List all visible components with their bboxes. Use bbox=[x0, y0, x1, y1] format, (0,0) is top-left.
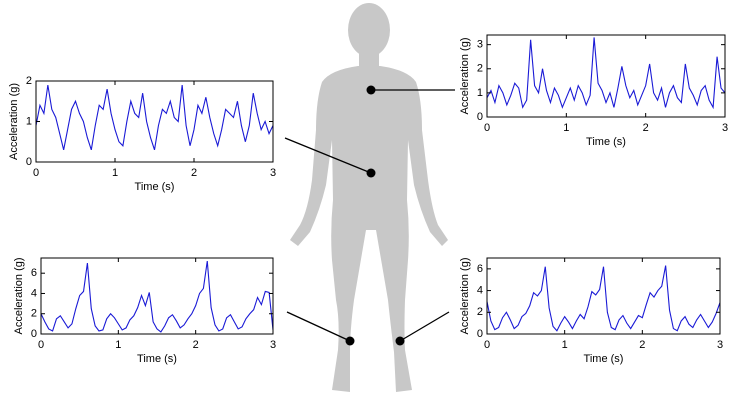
y-axis-label: Acceleration (g) bbox=[459, 37, 471, 114]
x-tick-label: 2 bbox=[639, 339, 645, 351]
y-tick-label: 2 bbox=[31, 308, 37, 320]
data-line bbox=[486, 37, 726, 110]
connector-line bbox=[284, 137, 372, 174]
x-tick-label: 2 bbox=[191, 167, 197, 179]
y-axis-label: Acceleration (g) bbox=[8, 83, 20, 160]
line-chart: 0 1 2 3 0 1 2 Time (s) Acceleration (g) bbox=[8, 75, 276, 193]
connectors bbox=[284, 85, 455, 346]
x-tick-label: 0 bbox=[38, 339, 44, 351]
x-tick-label: 3 bbox=[722, 122, 728, 134]
y-tick-label: 0 bbox=[26, 156, 32, 168]
plot-frame bbox=[486, 34, 726, 118]
y-tick-label: 0 bbox=[477, 111, 483, 123]
sensor-dot bbox=[345, 336, 355, 346]
connector-line bbox=[399, 311, 450, 342]
x-tick-label: 0 bbox=[484, 122, 490, 134]
x-tick-label: 3 bbox=[270, 339, 276, 351]
y-tick-label: 4 bbox=[31, 287, 37, 299]
data-line bbox=[35, 84, 274, 151]
y-tick-label: 1 bbox=[26, 115, 32, 127]
y-tick-label: 2 bbox=[477, 63, 483, 75]
x-tick-label: 3 bbox=[270, 167, 276, 179]
plot-frame bbox=[40, 257, 274, 335]
line-chart: 0 1 2 3 0 1 2 3 Time (s) Acceleration (g) bbox=[459, 34, 728, 148]
y-tick-label: 0 bbox=[31, 328, 37, 340]
x-tick-label: 0 bbox=[33, 167, 39, 179]
y-tick-label: 3 bbox=[477, 39, 483, 51]
y-axis-label: Acceleration (g) bbox=[13, 257, 25, 334]
y-tick-label: 6 bbox=[477, 263, 483, 275]
x-tick-label: 0 bbox=[484, 339, 490, 351]
y-tick-label: 4 bbox=[477, 284, 483, 296]
data-line bbox=[486, 265, 721, 332]
line-chart: 0 1 2 3 0 2 4 6 Time (s) Acceleration (g) bbox=[13, 257, 276, 364]
y-tick-label: 0 bbox=[477, 328, 483, 340]
x-tick-label: 1 bbox=[562, 339, 568, 351]
line-chart: 0 1 2 3 0 2 4 6 Time (s) Acceleration (g) bbox=[459, 257, 723, 364]
x-tick-label: 2 bbox=[193, 339, 199, 351]
x-axis-label: Time (s) bbox=[135, 181, 175, 193]
sensor-dot bbox=[395, 336, 405, 346]
x-tick-label: 2 bbox=[643, 122, 649, 134]
sensor-dot bbox=[366, 168, 376, 178]
plot-frame bbox=[486, 257, 721, 335]
x-axis-label: Time (s) bbox=[137, 353, 177, 365]
x-tick-label: 1 bbox=[563, 122, 569, 134]
y-tick-label: 2 bbox=[26, 75, 32, 87]
y-tick-label: 6 bbox=[31, 267, 37, 279]
y-tick-label: 2 bbox=[477, 306, 483, 318]
x-axis-label: Time (s) bbox=[586, 136, 626, 148]
x-tick-label: 3 bbox=[717, 339, 723, 351]
x-tick-label: 1 bbox=[112, 167, 118, 179]
x-axis-label: Time (s) bbox=[584, 353, 624, 365]
connector-line bbox=[286, 311, 351, 342]
data-line bbox=[40, 260, 274, 333]
y-axis-label: Acceleration (g) bbox=[459, 257, 471, 334]
plot-area bbox=[41, 258, 273, 334]
sensor-dot bbox=[366, 85, 376, 95]
y-tick-label: 1 bbox=[477, 87, 483, 99]
body-silhouette bbox=[290, 3, 448, 392]
x-tick-label: 1 bbox=[115, 339, 121, 351]
